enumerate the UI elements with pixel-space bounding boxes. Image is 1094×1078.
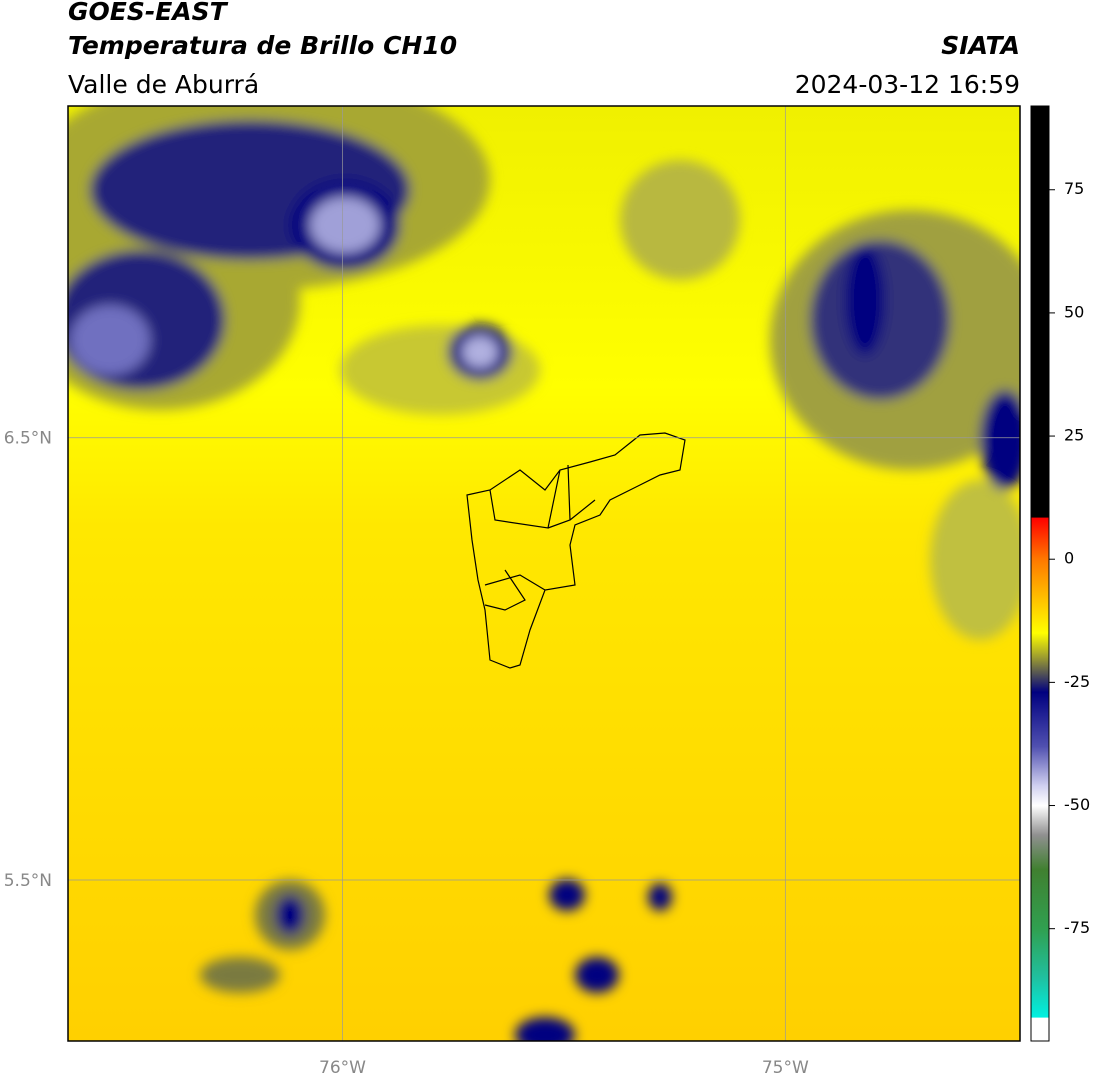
colorbar-tick-label: -75 [1064,918,1090,937]
lat-label: 6.5°N [4,429,52,449]
aburra-boundary [466,432,686,669]
colorbar-tick-label: 25 [1064,426,1084,445]
map-area [68,106,1020,1041]
colorbar-tick-label: -50 [1064,795,1090,814]
region: Valle de Aburrá [68,70,259,99]
title: GOES-EAST [68,0,229,26]
colorbar-tick-label: -25 [1064,672,1090,691]
lat-label: 5.5°N [4,871,52,891]
lon-label: 76°W [319,1058,366,1078]
lon-label: 75°W [762,1058,809,1078]
source: SIATA [941,31,1020,60]
graticule [68,106,1020,1041]
clouds [68,106,1020,1041]
map-frame [67,105,1021,1042]
datetime: 2024-03-12 16:59 [795,70,1020,99]
colorbar-tick-label: 50 [1064,302,1084,321]
colorbar-tick-label: 75 [1064,179,1084,198]
subtitle: Temperatura de Brillo CH10 [68,31,457,60]
colorbar [1030,105,1050,1042]
colorbar-tick-label: 0 [1064,549,1074,568]
